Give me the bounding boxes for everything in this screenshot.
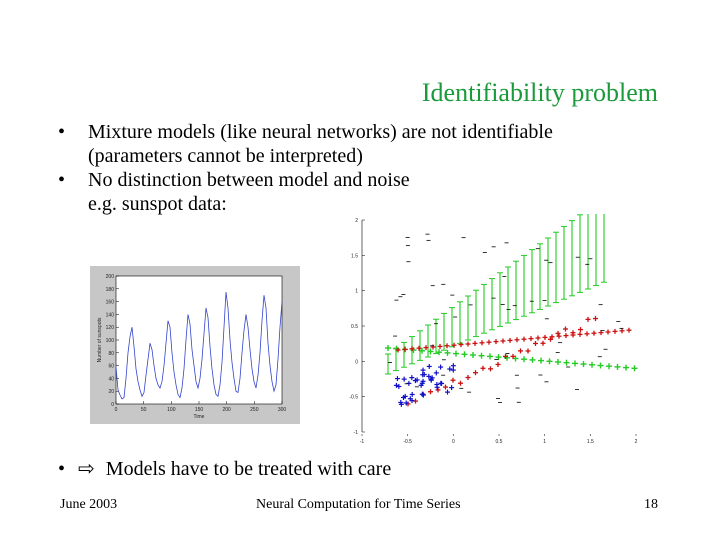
x-tick-label: 0 bbox=[115, 407, 118, 413]
bullet-text-continued: e.g. sunspot data: bbox=[88, 193, 227, 215]
x-tick-label: 50 bbox=[141, 407, 147, 413]
y-tick-label: 160 bbox=[106, 300, 115, 306]
y-tick-label: 0.5 bbox=[351, 324, 358, 330]
x-tick-label: 2 bbox=[635, 439, 638, 445]
footer-title: Neural Computation for Time Series bbox=[256, 497, 461, 512]
y-tick-label: 0 bbox=[355, 359, 358, 365]
y-tick-label: -1 bbox=[354, 430, 359, 436]
y-tick-label: 1 bbox=[355, 289, 358, 295]
mixture-plot: 2 1.5 1 0.5 0 -0.5 -1-1 -0.5 0 0.5 1 1.5 2 bbox=[349, 196, 638, 445]
bullet-text: No distinction between model and noise bbox=[88, 169, 410, 191]
bullet-text-continued: (parameters cannot be interpreted) bbox=[88, 145, 363, 167]
y-tick-label: 1.5 bbox=[351, 253, 358, 259]
bullet-text: Mixture models (like neural networks) ar… bbox=[88, 121, 553, 143]
y-tick-label: 40 bbox=[108, 376, 114, 382]
x-tick-label: 150 bbox=[195, 407, 204, 413]
x-tick-label: 250 bbox=[250, 407, 259, 413]
y-tick-label: 180 bbox=[106, 287, 115, 293]
x-axis-label: Time bbox=[194, 414, 205, 420]
sunspot-series-line bbox=[115, 291, 283, 400]
y-tick-label: -0.5 bbox=[349, 395, 358, 401]
footer-date: June 2003 bbox=[60, 497, 118, 512]
x-tick-label: 1 bbox=[543, 439, 546, 445]
y-tick-label: 120 bbox=[106, 325, 115, 331]
mixture-figure: 2 1.5 1 0.5 0 -0.5 -1 -1 -0.5 0 0.5 1 1.5 2 bbox=[338, 196, 648, 446]
y-tick-label: 20 bbox=[108, 389, 114, 395]
y-axis-label: Number of sunspots bbox=[97, 317, 103, 362]
bullet-dot: • bbox=[58, 458, 66, 480]
slide-title: Identifiability problem bbox=[421, 78, 658, 107]
bullet-dot: • bbox=[58, 121, 66, 143]
y-tick-label: 2 bbox=[355, 218, 358, 224]
y-tick-label: 0 bbox=[111, 402, 114, 408]
bullet-dot: • bbox=[58, 169, 66, 191]
x-tick-label: 100 bbox=[167, 407, 176, 413]
x-tick-label: 300 bbox=[278, 407, 287, 413]
bullet-list: • Mixture models (like neural networks) … bbox=[58, 120, 698, 216]
bullet-item: • No distinction between model and noise… bbox=[58, 168, 698, 216]
y-tick-label: 140 bbox=[106, 312, 115, 318]
sunspot-figure: 200 180 160 140 120 100 80 60 40 20 0 0 50 100 150 200 2… bbox=[90, 266, 300, 424]
y-tick-label: 200 bbox=[106, 274, 115, 280]
y-tick-label: 60 bbox=[108, 364, 114, 370]
x-tick-label: 1.5 bbox=[587, 439, 594, 445]
bullet-item: • Mixture models (like neural networks) … bbox=[58, 120, 698, 168]
final-bullet-text: Models have to be treated with care bbox=[105, 458, 392, 480]
x-tick-label: 0.5 bbox=[496, 439, 503, 445]
x-tick-label: -0.5 bbox=[403, 439, 412, 445]
y-tick-label: 100 bbox=[106, 338, 115, 344]
x-tick-label: 0 bbox=[452, 439, 455, 445]
y-tick-label: 80 bbox=[108, 351, 114, 357]
x-tick-label: 200 bbox=[222, 407, 231, 413]
arrow-icon: ⇨ bbox=[78, 458, 95, 480]
final-bullet: • ⇨ Models have to be treated with care bbox=[58, 456, 391, 481]
x-tick-label: -1 bbox=[360, 439, 365, 445]
footer-page-number: 18 bbox=[644, 497, 658, 512]
